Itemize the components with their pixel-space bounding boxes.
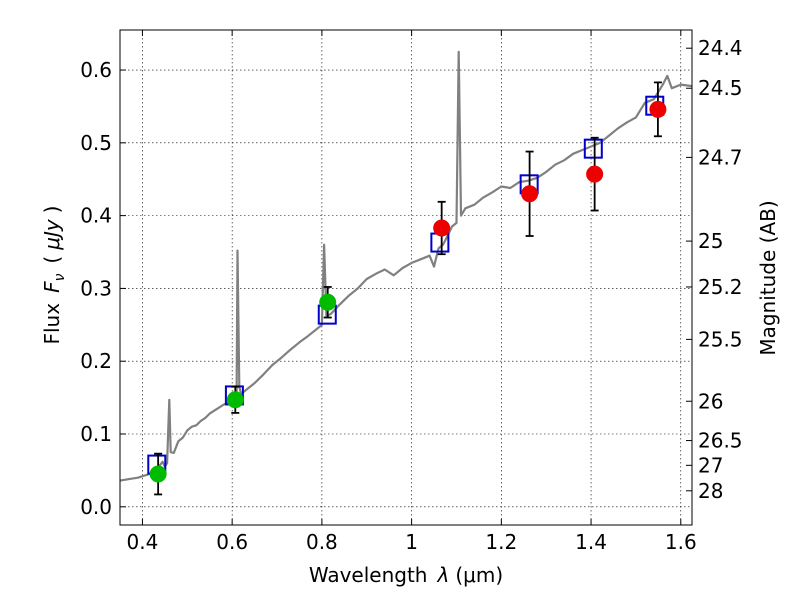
y-tick-label: 0.3: [80, 276, 112, 300]
y-tick-label: 0.2: [80, 349, 112, 373]
y-axis-title: Flux Fν ( μJy): [40, 205, 68, 344]
x-tick-label: 0.4: [127, 530, 159, 554]
y2-tick-label: 25.2: [698, 275, 743, 299]
y-axis-unit: μJy: [40, 218, 64, 251]
x-axis-title-text: Wavelength: [309, 563, 428, 587]
y2-tick-label: 26: [698, 389, 723, 413]
observed-point: [521, 185, 539, 203]
grid-lines: [120, 30, 692, 525]
y-axis-unit-open: (: [40, 256, 64, 264]
x-axis-title: Wavelength λ (μm): [309, 563, 503, 587]
y-tick-label: 0.0: [80, 495, 112, 519]
x-tick-label: 1.4: [575, 530, 607, 554]
model-photometry-square: [583, 138, 603, 159]
y2-tick-label: 24.7: [698, 145, 743, 169]
x-tick-label: 1.6: [665, 530, 697, 554]
y2-tick-label: 25.5: [698, 327, 743, 351]
y-axis-symbol: F: [40, 281, 64, 293]
x-tick-label: 1.2: [485, 530, 517, 554]
spectrum-line: [120, 50, 692, 482]
x-tick-label: 1: [405, 530, 418, 554]
y2-axis-title: Magnitude (AB): [756, 200, 780, 355]
tick-labels: 0.4 0.6 0.8 1 1.2 1.4 1.6 0.0 0.1 0.2 0.3 0.4 0.5 0.6…: [80, 36, 742, 554]
tick-marks: [120, 30, 692, 525]
observed-point: [149, 465, 167, 483]
y2-tick-label: 26.5: [698, 429, 743, 453]
observed-point: [319, 293, 337, 311]
y-tick-label: 0.6: [80, 58, 112, 82]
plot-frame: [119, 29, 693, 526]
y-axis-unit-close: ): [40, 205, 64, 213]
observed-point: [586, 165, 604, 183]
x-axis-symbol: λ: [437, 563, 450, 587]
x-tick-label: 0.8: [306, 530, 338, 554]
x-tick-label: 0.6: [216, 530, 248, 554]
y2-tick-label: 27: [698, 453, 723, 477]
observed-point: [226, 391, 244, 409]
y2-tick-label: 24.5: [698, 76, 743, 100]
y-tick-label: 0.4: [80, 204, 112, 228]
y-tick-label: 0.1: [80, 422, 112, 446]
observed-point: [649, 100, 667, 118]
x-axis-unit: (μm): [455, 563, 503, 587]
y2-tick-label: 25: [698, 229, 723, 253]
y2-tick-label: 24.4: [698, 36, 743, 60]
observed-point: [433, 219, 451, 237]
y-axis-symbol-subscript: ν: [52, 273, 68, 281]
y-axis-title-text: Flux: [40, 303, 64, 345]
y2-tick-label: 28: [698, 479, 723, 503]
y-tick-label: 0.5: [80, 131, 112, 155]
series-layer: [120, 50, 692, 496]
